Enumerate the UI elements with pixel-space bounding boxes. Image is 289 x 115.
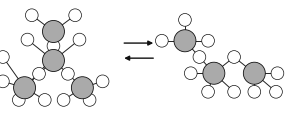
Ellipse shape	[248, 86, 261, 98]
Ellipse shape	[202, 35, 214, 48]
Ellipse shape	[184, 67, 197, 80]
Ellipse shape	[21, 34, 34, 47]
Ellipse shape	[62, 68, 74, 80]
Ellipse shape	[202, 86, 214, 98]
Ellipse shape	[270, 86, 282, 98]
Ellipse shape	[47, 51, 60, 64]
Ellipse shape	[33, 68, 45, 80]
Ellipse shape	[203, 63, 225, 85]
Ellipse shape	[73, 34, 86, 47]
Ellipse shape	[243, 63, 265, 85]
Ellipse shape	[71, 77, 93, 99]
Ellipse shape	[193, 51, 206, 64]
Ellipse shape	[228, 86, 240, 98]
Ellipse shape	[25, 10, 38, 22]
Ellipse shape	[96, 75, 109, 88]
Ellipse shape	[42, 50, 64, 72]
Ellipse shape	[0, 75, 9, 88]
Ellipse shape	[228, 51, 240, 64]
Ellipse shape	[14, 77, 36, 99]
Ellipse shape	[155, 35, 168, 48]
Ellipse shape	[47, 40, 60, 53]
Ellipse shape	[83, 94, 96, 106]
Ellipse shape	[38, 94, 51, 106]
Ellipse shape	[57, 94, 70, 106]
Ellipse shape	[69, 10, 81, 22]
Ellipse shape	[42, 21, 64, 43]
Ellipse shape	[179, 14, 191, 27]
Ellipse shape	[174, 30, 196, 52]
Ellipse shape	[271, 67, 284, 80]
Ellipse shape	[0, 51, 9, 64]
Ellipse shape	[12, 94, 25, 106]
